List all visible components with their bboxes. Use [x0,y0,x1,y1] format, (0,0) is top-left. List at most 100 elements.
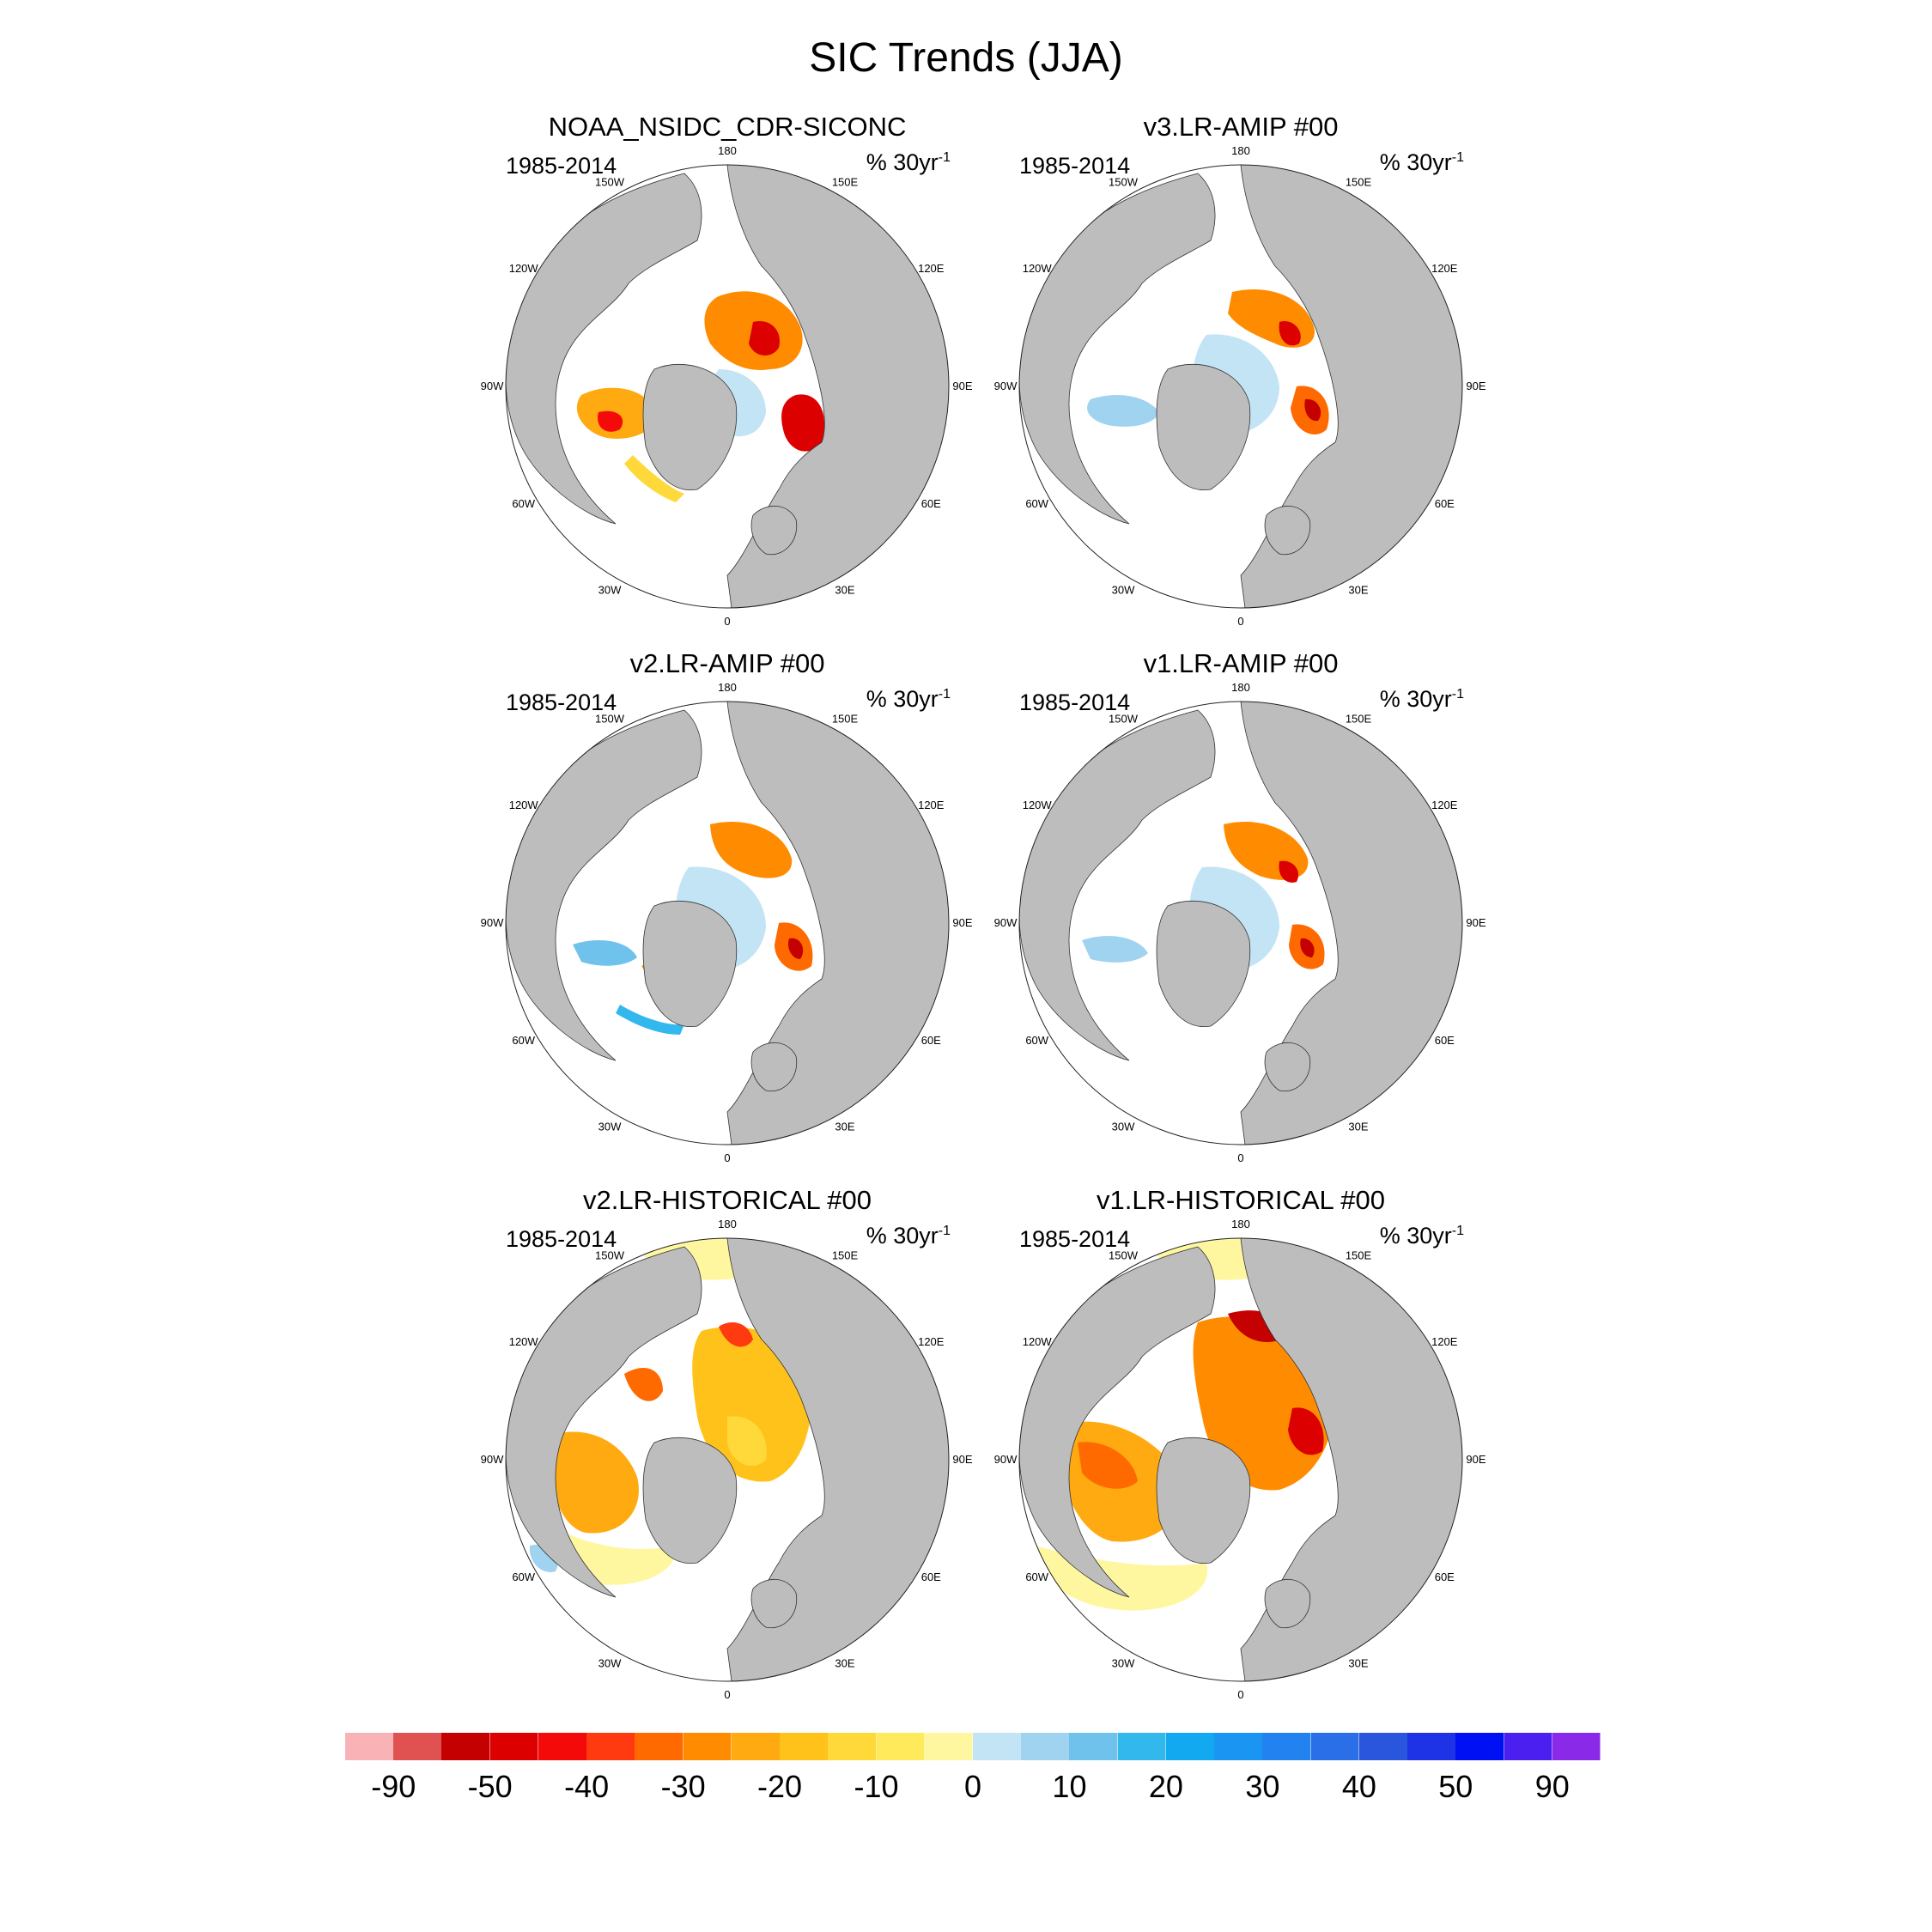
land-mass [1156,363,1251,491]
panel-units: % 30yr-1 [1380,149,1464,176]
colorbar-swatch [683,1733,732,1760]
land-mass [1156,900,1251,1028]
panel-period: 1985-2014 [506,690,617,715]
longitude-label: 150E [832,1249,859,1262]
longitude-label: 0 [1237,615,1243,627]
longitude-label: 60W [512,1571,535,1583]
panel-title: v2.LR-AMIP #00 [629,648,825,678]
units-exponent: -1 [1451,150,1464,165]
panel-title: v3.LR-AMIP #00 [1143,112,1339,142]
longitude-label: 120W [509,1335,539,1348]
longitude-label: 150E [832,176,859,189]
colorbar-label: -10 [854,1769,899,1804]
colorbar-swatch [924,1733,974,1760]
longitude-label: 30E [1348,1120,1368,1133]
longitude-label: 60W [1025,497,1048,510]
map-border [505,1237,950,1682]
longitude-label: 120E [918,262,945,275]
trend-region [692,1327,811,1482]
colorbar-swatch [1214,1733,1263,1760]
longitude-label: 30W [1112,1120,1135,1133]
colorbar-label: -50 [467,1769,513,1804]
map-border [505,701,950,1145]
colorbar [345,1733,1601,1760]
colorbar-swatch [876,1733,926,1760]
colorbar-swatch [441,1733,491,1760]
polar-map: 180 150E 120E 90E 60E 30E 0 30W 60W 90W 120W 150W [481,144,973,627]
units-exponent: -1 [938,150,951,165]
longitude-label: 180 [1231,144,1250,157]
longitude-label: 60W [512,497,535,510]
colorbar-swatch [345,1733,394,1760]
land-mass [750,505,798,556]
colorbar-label: -90 [371,1769,416,1804]
map-panel: v1.LR-HISTORICAL #00 1985-2014% 30yr-1 180… [983,1185,1498,1700]
units-base: % 30yr [1379,149,1452,175]
longitude-label: 90E [952,1453,972,1466]
trend-region [1279,321,1301,346]
longitude-label: 30W [598,583,622,596]
longitude-label: 60W [1025,1571,1048,1583]
longitude-label: 90E [1466,380,1485,392]
panel-title: NOAA_NSIDC_CDR-SICONC [548,112,907,142]
map-panel: v2.LR-AMIP #00 1985-2014 % 30yr-1 180 150E 12… [470,648,985,1163]
longitude-label: 30E [1348,583,1368,596]
units-exponent: -1 [1451,687,1464,702]
units-base: % 30yr [1379,1223,1452,1249]
land-mass [1264,1578,1311,1629]
longitude-label: 90E [952,380,972,392]
panel-period: 1985-2014 [1019,690,1131,715]
units-exponent: -1 [1451,1224,1464,1238]
trend-region [598,410,623,432]
colorbar-swatch [1117,1733,1167,1760]
longitude-label: 120E [1431,1335,1458,1348]
longitude-label: 30W [598,1120,622,1133]
trend-region [624,1367,663,1401]
trend-region [1304,398,1321,422]
longitude-label: 90E [1466,1453,1485,1466]
units-exponent: -1 [938,1224,951,1238]
trend-region [719,1322,753,1347]
trend-region [616,1005,684,1035]
longitude-label: 180 [718,681,737,694]
longitude-label: 60W [1025,1034,1048,1047]
panel-title: v2.LR-HISTORICAL #00 [583,1185,872,1215]
longitude-label: 90E [952,916,972,929]
colorbar-swatch [635,1733,684,1760]
map-panel: v3.LR-AMIP #00 1985-2014 % 30yr-1 180 150E 12… [983,112,1498,627]
map-border [1018,701,1463,1145]
colorbar-swatch [1552,1733,1601,1760]
units-base: % 30yr [866,686,939,712]
colorbar-swatch [586,1733,635,1760]
map-border [1018,1237,1463,1682]
longitude-label: 150W [595,713,625,726]
longitude-label: 60E [1435,497,1455,510]
land-mass [1264,505,1311,556]
longitude-label: 150E [832,713,859,726]
panel-units: % 30yr-1 [866,149,951,176]
longitude-label: 120W [1023,1335,1053,1348]
map-panel: v2.LR-HISTORICAL #00 1985-2014% 30yr-1 180… [470,1185,985,1700]
land-mass [1264,1042,1311,1092]
longitude-label: 0 [1237,1688,1243,1700]
colorbar-label: 40 [1341,1769,1376,1804]
colorbar-swatch [489,1733,539,1760]
polar-map: 180 150E 120E 90E 60E 30E 0 30W 60W 90W 120W 150W [481,681,973,1163]
longitude-label: 90W [994,380,1018,392]
colorbar-swatch [1165,1733,1215,1760]
colorbar-label: 90 [1534,1769,1570,1804]
colorbar-swatch [828,1733,878,1760]
panel-period: 1985-2014 [1019,1226,1131,1252]
map-border [1018,164,1463,609]
colorbar-label: 10 [1052,1769,1087,1804]
colorbar-swatch [1504,1733,1553,1760]
longitude-label: 120W [509,262,539,275]
longitude-label: 180 [718,144,737,157]
longitude-label: 0 [724,1688,730,1700]
longitude-label: 30E [1348,1656,1368,1669]
longitude-label: 150W [1109,1249,1139,1262]
trend-region [781,394,825,452]
longitude-label: 60E [921,1034,941,1047]
colorbar-swatch [1021,1733,1070,1760]
longitude-label: 0 [724,615,730,627]
